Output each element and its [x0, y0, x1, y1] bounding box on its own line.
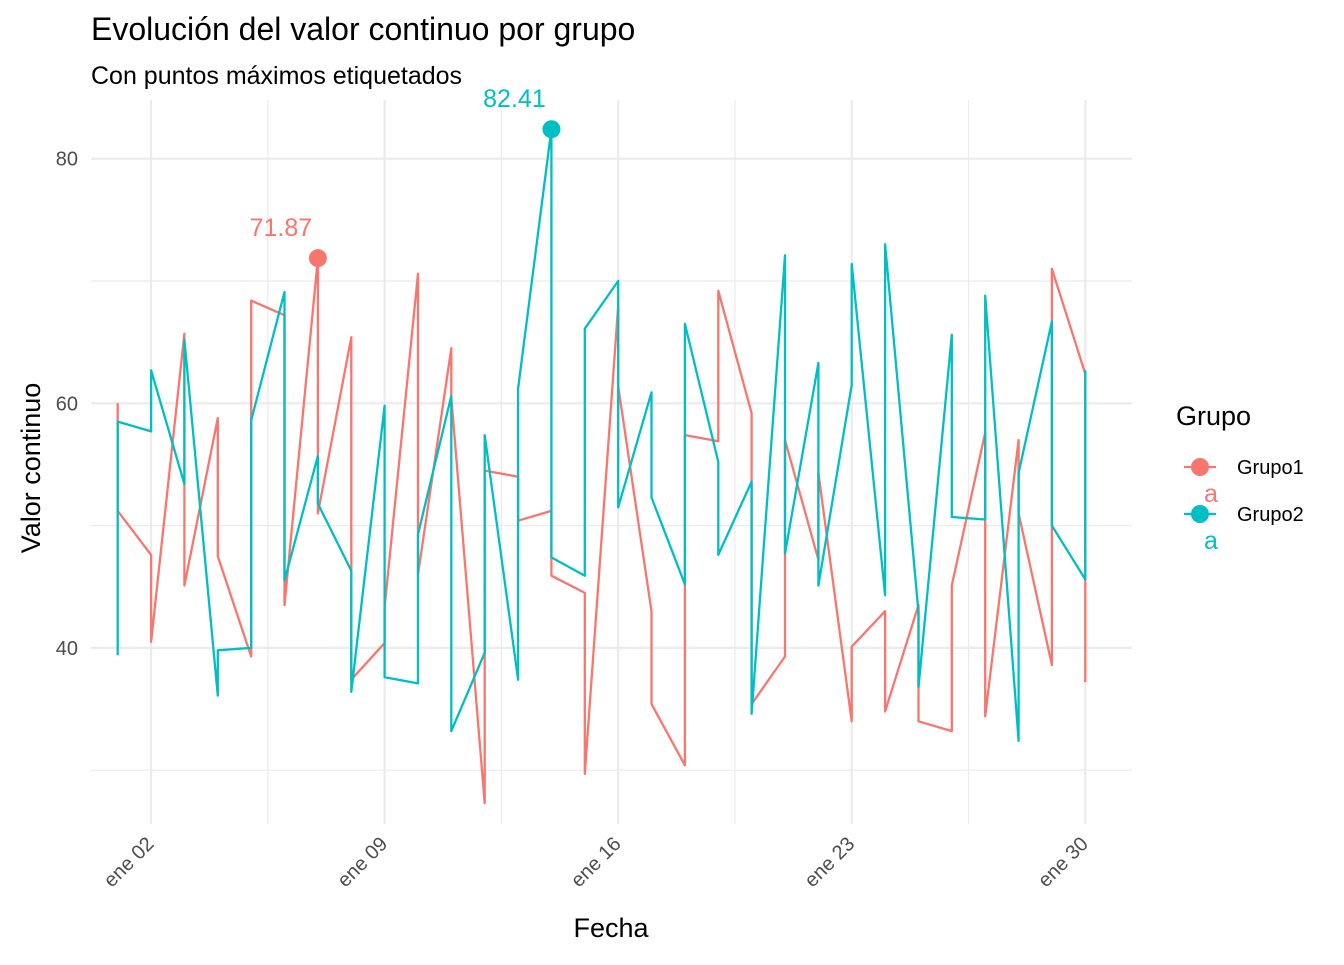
legend-key-point [1191, 505, 1209, 523]
legend-key-point [1191, 458, 1209, 476]
x-tick-label: ene 16 [567, 833, 626, 892]
minor-gridlines [91, 100, 1132, 824]
legend-key-letter: a [1204, 527, 1218, 555]
legend-label-grupo1: Grupo1 [1237, 457, 1304, 479]
max-label-grupo2: 82.41 [483, 85, 546, 113]
y-axis-ticks: 40 60 80 [56, 149, 78, 660]
x-tick-label: ene 09 [333, 833, 392, 892]
legend-label-grupo2: Grupo2 [1237, 504, 1304, 526]
series-line-grupo1 [116, 256, 1087, 805]
max-point-grupo1 [308, 249, 327, 268]
major-gridlines [91, 100, 1132, 824]
x-tick-label: ene 30 [1034, 833, 1093, 892]
max-points-layer: 71.87 82.41 [250, 85, 561, 268]
y-tick-label: 80 [56, 149, 78, 171]
series-line-grupo2 [116, 128, 1087, 742]
x-tick-label: ene 23 [800, 833, 859, 892]
y-tick-label: 60 [56, 393, 78, 415]
legend-items: a Grupo1 a Grupo2 [1184, 457, 1304, 555]
legend: Grupo a Grupo1 a Grupo2 [1176, 401, 1304, 555]
x-tick-label: ene 02 [100, 833, 159, 892]
max-point-grupo2 [542, 120, 561, 139]
x-axis-ticks: ene 02 ene 09 ene 16 ene 23 ene 30 [100, 833, 1093, 892]
y-tick-label: 40 [56, 638, 78, 660]
x-axis-title: Fecha [573, 913, 649, 943]
legend-key-letter: a [1204, 480, 1218, 508]
y-axis-title: Valor continuo [16, 383, 46, 554]
chart-title: Evolución del valor continuo por grupo [91, 11, 635, 47]
series-layer [116, 128, 1087, 805]
chart-subtitle: Con puntos máximos etiquetados [91, 62, 462, 90]
max-label-grupo1: 71.87 [250, 214, 313, 242]
legend-title: Grupo [1176, 401, 1251, 431]
